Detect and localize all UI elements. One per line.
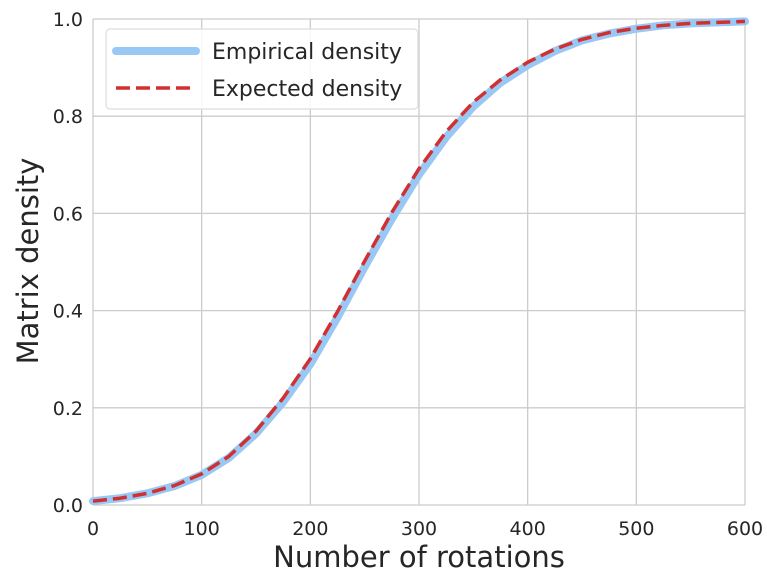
y-tick-label: 0.6	[53, 203, 83, 225]
legend: Empirical density Expected density	[105, 28, 419, 110]
expected-density-line	[92, 19, 746, 503]
y-tick-labels: 0.0 0.2 0.4 0.6 0.8 1.0	[53, 9, 83, 517]
y-axis-label: Matrix density	[11, 158, 45, 365]
x-tick-label: 300	[401, 518, 437, 540]
y-tick-label: 1.0	[53, 9, 83, 31]
x-tick-label: 200	[292, 518, 328, 540]
x-tick-label: 0	[87, 518, 99, 540]
y-tick-label: 0.8	[53, 106, 83, 128]
x-tick-label: 400	[510, 518, 546, 540]
x-tick-label: 500	[618, 518, 654, 540]
y-tick-label: 0.0	[53, 495, 83, 517]
series-lines	[89, 17, 749, 506]
x-tick-labels: 0 100 200 300 400 500 600	[87, 518, 763, 540]
x-axis-label: Number of rotations	[273, 540, 565, 571]
legend-label: Empirical density	[212, 40, 402, 65]
legend-label: Expected density	[212, 77, 402, 102]
y-tick-label: 0.4	[53, 301, 83, 323]
y-tick-label: 0.2	[53, 398, 83, 420]
x-tick-label: 600	[727, 518, 763, 540]
x-tick-label: 100	[184, 518, 220, 540]
